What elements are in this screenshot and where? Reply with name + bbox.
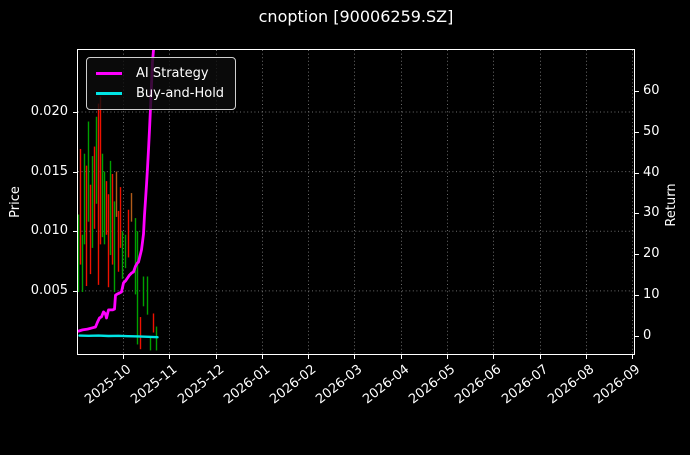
price-axis-label: Price <box>8 186 23 218</box>
price-tick-mark <box>73 171 77 173</box>
price-tick-mark <box>73 290 77 292</box>
buy-and-hold-line <box>78 334 159 339</box>
price-tick-mark <box>73 111 77 113</box>
price-tick-label: 0.005 <box>30 282 68 298</box>
return-tick-label: 30 <box>643 205 660 221</box>
price-tick-label: 0.015 <box>30 163 68 179</box>
return-tick-mark <box>635 336 639 338</box>
return-tick-mark <box>635 90 639 92</box>
x-tick-mark <box>123 355 124 359</box>
legend-line-swatch <box>96 71 122 75</box>
return-tick-mark <box>635 172 639 174</box>
return-tick-mark <box>635 295 639 297</box>
x-tick-mark <box>354 355 355 359</box>
legend: AI Strategy Buy-and-Hold <box>86 57 237 110</box>
return-tick-mark <box>635 254 639 256</box>
x-tick-mark <box>262 355 263 359</box>
chart-canvas <box>78 50 634 354</box>
x-tick-mark <box>216 355 217 359</box>
x-tick-mark <box>169 355 170 359</box>
x-tick-mark <box>632 355 633 359</box>
legend-label: Buy-and-Hold <box>136 85 225 101</box>
return-axis-label: Return <box>664 183 679 227</box>
legend-entry: Buy-and-Hold <box>96 83 224 103</box>
x-tick-mark <box>308 355 309 359</box>
legend-line-swatch <box>96 91 122 95</box>
x-tick-mark <box>586 355 587 359</box>
ai-strategy-line <box>78 50 155 333</box>
legend-entry: AI Strategy <box>96 63 224 83</box>
plot-area: AI Strategy Buy-and-Hold <box>77 49 635 355</box>
legend-label: AI Strategy <box>136 65 209 81</box>
x-tick-mark <box>401 355 402 359</box>
x-tick-mark <box>540 355 541 359</box>
return-tick-label: 50 <box>643 123 660 139</box>
price-tick-label: 0.020 <box>30 103 68 119</box>
chart-title: cnoption [90006259.SZ] <box>258 7 454 26</box>
return-tick-label: 60 <box>643 82 660 98</box>
price-tick-label: 0.010 <box>30 223 68 239</box>
return-tick-label: 20 <box>643 246 660 262</box>
return-tick-label: 0 <box>643 328 652 344</box>
price-tick-mark <box>73 231 77 233</box>
figure: cnoption [90006259.SZ] Price Return AI S… <box>8 7 679 408</box>
return-tick-label: 10 <box>643 287 660 303</box>
return-tick-label: 40 <box>643 164 660 180</box>
x-tick-mark <box>447 355 448 359</box>
return-tick-mark <box>635 213 639 215</box>
x-tick-mark <box>493 355 494 359</box>
return-tick-mark <box>635 131 639 133</box>
